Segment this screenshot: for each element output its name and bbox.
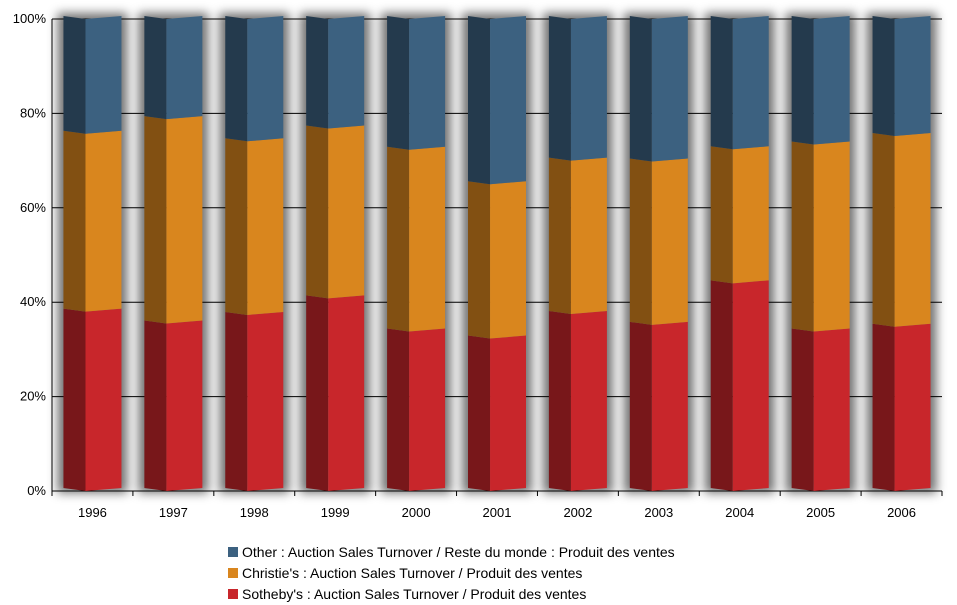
bar-segment-side [710,16,733,150]
bar-segment-side [872,133,895,327]
y-tick-label: 0% [27,483,46,498]
bar-segment [570,16,607,161]
bar-segment [732,146,769,284]
bar-segment [409,16,446,150]
bar-segment-side [548,16,571,161]
bar-segment [570,311,607,491]
bar-segment [813,328,850,491]
bar-segment-side [63,16,86,134]
legend: Other : Auction Sales Turnover / Reste d… [228,541,675,604]
bar-segment-side [710,146,733,284]
bar-segment-side [144,16,167,120]
bar-segment-side [225,311,248,491]
x-axis-ticks: 1996 1997 1998 1999 2000 2001 2002 2003 2004 2005… [51,491,943,520]
bar-segment-side [468,16,491,185]
x-tick-label: 2001 [483,505,512,520]
bar-segment [732,280,769,491]
bar-segment [85,308,122,491]
bar-segment [490,181,526,339]
bar-segment [570,157,607,314]
y-tick-label: 40% [20,294,46,309]
bar-segment [409,146,446,332]
bar-segment [328,295,365,491]
bar-segment [409,328,446,491]
bar-segment [894,323,931,491]
y-tick-label: 20% [20,389,46,404]
y-tick-label: 80% [20,105,46,120]
bar-segment [247,311,284,491]
bar-segment [166,116,203,324]
bar-segment-side [791,328,814,491]
legend-swatch-christies [228,567,238,578]
bar-segment-side [468,181,491,339]
bar-segment-side [387,146,410,332]
bar-segment-side [144,320,167,491]
bars [57,13,937,493]
bar-segment [490,16,526,185]
legend-swatch-sothebys [228,588,238,599]
bar-segment [85,130,122,312]
bar-segment-side [306,125,329,299]
x-tick-label: 2006 [887,505,916,520]
stacked-bar-chart: 0% 20% 40% 60% 80% 100% 1996 1997 1998 1999 2000 2… [13,11,943,520]
bar-segment [85,16,122,134]
bar-segment [651,158,688,325]
bar-segment [328,16,365,129]
bar-segment [247,138,284,315]
x-tick-label: 1999 [321,505,350,520]
x-tick-label: 2002 [563,505,592,520]
bar-segment [894,16,931,137]
bar-segment [813,16,850,145]
x-tick-label: 2004 [725,505,754,520]
legend-label-sothebys: Sotheby's : Auction Sales Turnover / Pro… [242,585,587,602]
bar-segment-side [387,16,410,150]
y-tick-label: 60% [20,200,46,215]
bar-segment-side [629,16,652,162]
bar-segment [490,335,526,491]
bar-segment-side [468,335,491,491]
bar-segment-side [548,157,571,314]
bar-segment-side [548,311,571,491]
legend-item-other: Other : Auction Sales Turnover / Reste d… [228,541,675,562]
y-tick-label: 100% [13,11,47,26]
bar-segment-side [63,130,86,312]
bar-segment-side [791,141,814,332]
bar-segment-side [629,321,652,491]
x-tick-label: 2005 [806,505,835,520]
bar-segment-side [306,16,329,129]
bar-segment-side [872,323,895,491]
bar-segment [651,16,688,162]
bar-segment-side [306,295,329,491]
legend-label-other: Other : Auction Sales Turnover / Reste d… [242,543,675,560]
x-tick-label: 1998 [240,505,269,520]
bar-segment [732,16,769,150]
legend-item-sothebys: Sotheby's : Auction Sales Turnover / Pro… [228,583,675,604]
bar-segment [651,321,688,491]
legend-label-christies: Christie's : Auction Sales Turnover / Pr… [242,564,583,581]
bar-segment-side [791,16,814,145]
bar-segment [166,320,203,491]
bar-segment [247,16,284,142]
bar-segment-side [629,158,652,325]
x-tick-label: 1996 [78,505,107,520]
bar-segment-side [225,16,248,142]
bar-segment-side [387,328,410,491]
bar-segment-side [710,280,733,491]
bar-segment-side [144,116,167,324]
bar-segment-side [225,138,248,315]
x-tick-label: 1997 [159,505,188,520]
bar-segment [813,141,850,332]
bar-segment [894,133,931,327]
bar-segment-side [872,16,895,137]
bar-segment [166,16,203,120]
x-tick-label: 2000 [402,505,431,520]
legend-swatch-other [228,546,238,557]
y-axis-ticks: 0% 20% 40% 60% 80% 100% [13,11,47,498]
bar-segment [328,125,365,299]
legend-item-christies: Christie's : Auction Sales Turnover / Pr… [228,562,675,583]
bar-segment-side [63,308,86,491]
x-tick-label: 2003 [644,505,673,520]
